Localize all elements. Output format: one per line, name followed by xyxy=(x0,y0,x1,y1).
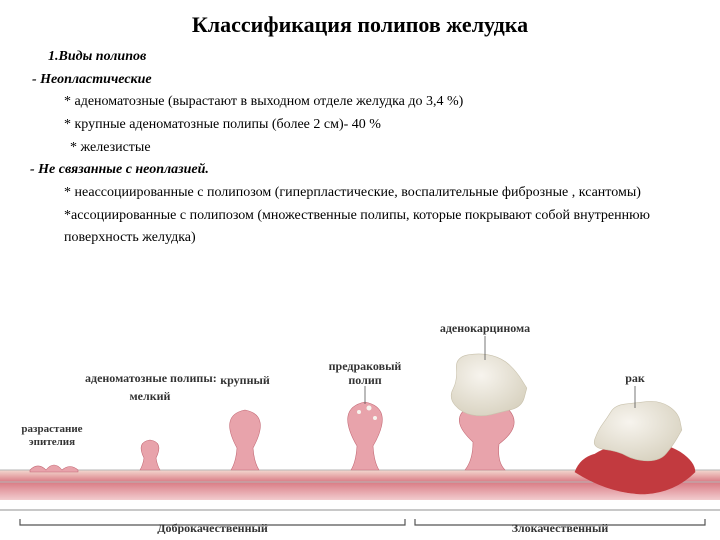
label-precancer-l1: предраковый xyxy=(329,359,402,373)
small-polyp xyxy=(140,440,160,470)
label-adenocarcinoma: аденокарцинома xyxy=(440,321,530,335)
text-line-1: 1.Виды полипов xyxy=(30,46,690,68)
polyp-diagram: аденокарцинома аденоматозные полипы: мел… xyxy=(0,314,720,534)
text-line-7: * неассоциированные с полипозом (гиперпл… xyxy=(30,182,690,204)
precancer-polyp xyxy=(348,402,383,470)
cancer-mass xyxy=(575,401,695,494)
text-line-8: *ассоциированные с полипозом (множествен… xyxy=(30,205,690,248)
text-line-4: * крупные аденоматозные полипы (более 2 … xyxy=(30,114,690,136)
text-line-3: * аденоматозные (вырастают в выходном от… xyxy=(30,91,690,113)
text-line-5: * железистые xyxy=(30,137,690,159)
label-epithelial-l1: разрастание xyxy=(21,423,82,435)
label-malignant: Злокачественный xyxy=(512,521,609,534)
label-cancer: рак xyxy=(625,371,645,385)
large-polyp xyxy=(230,410,261,470)
label-large: крупный xyxy=(220,373,270,387)
label-small: мелкий xyxy=(130,389,171,403)
label-precancer-l2: полип xyxy=(348,373,381,387)
slide-title: Классификация полипов желудка xyxy=(30,12,690,38)
label-epithelial-l2: эпителия xyxy=(29,436,75,448)
text-line-2: - Неопластические xyxy=(30,69,690,91)
epithelial-growth xyxy=(30,465,78,472)
label-benign: Доброкачественный xyxy=(157,521,268,534)
adenocarcinoma xyxy=(451,354,527,470)
label-adenomatous: аденоматозные полипы: xyxy=(85,371,217,385)
text-line-6: - Не связанные с неоплазией. xyxy=(30,159,690,181)
